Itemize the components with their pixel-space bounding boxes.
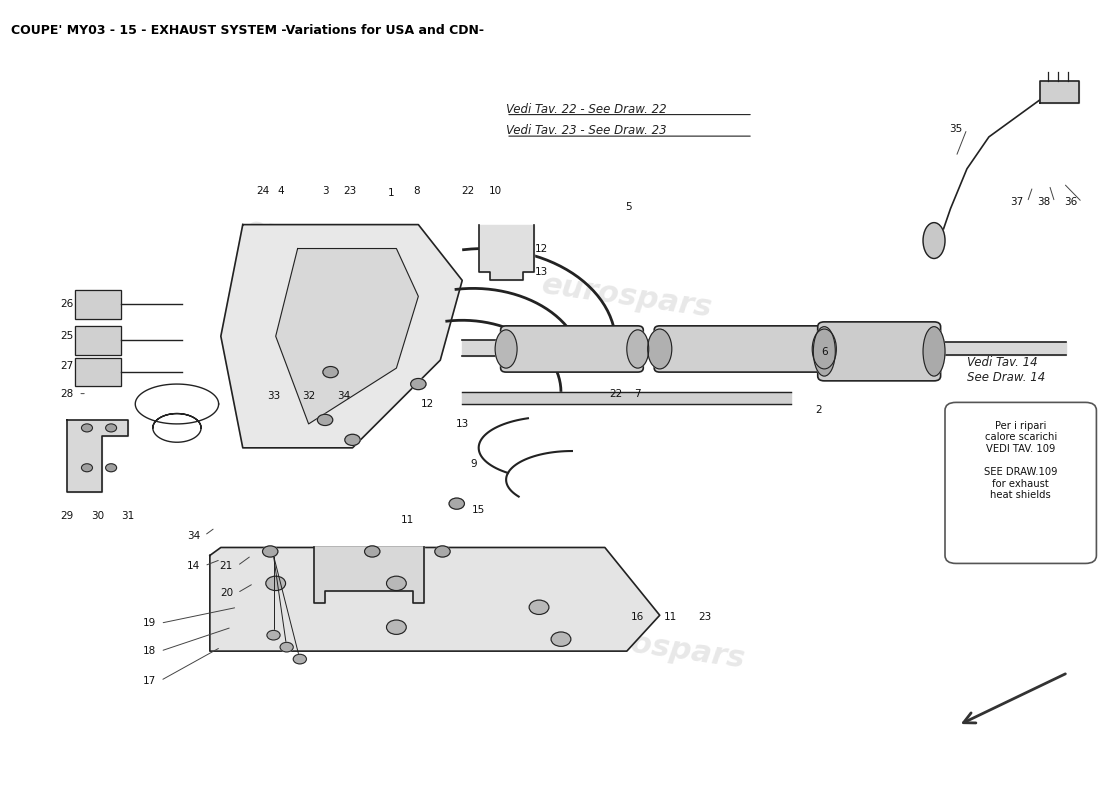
Text: 20: 20: [220, 588, 233, 598]
FancyBboxPatch shape: [945, 402, 1097, 563]
Bar: [75, 326, 121, 354]
Ellipse shape: [813, 326, 835, 376]
Circle shape: [266, 576, 286, 590]
Circle shape: [386, 620, 406, 634]
Circle shape: [318, 414, 332, 426]
Polygon shape: [221, 225, 462, 448]
Text: 25: 25: [60, 331, 74, 342]
Text: 35: 35: [949, 124, 962, 134]
Text: 8: 8: [412, 186, 419, 196]
Bar: [75, 326, 121, 354]
FancyBboxPatch shape: [500, 326, 644, 372]
Text: eurospars: eurospars: [243, 214, 418, 267]
Text: 12: 12: [535, 243, 548, 254]
Ellipse shape: [923, 222, 945, 258]
Text: 14: 14: [187, 561, 200, 571]
Text: 37: 37: [1010, 198, 1023, 207]
Bar: [75, 290, 121, 318]
FancyBboxPatch shape: [654, 326, 829, 372]
Ellipse shape: [627, 330, 649, 368]
Polygon shape: [315, 547, 424, 603]
Text: 38: 38: [1037, 198, 1050, 207]
Bar: [75, 358, 121, 386]
Text: 32: 32: [302, 391, 316, 401]
Circle shape: [551, 632, 571, 646]
Circle shape: [280, 642, 294, 652]
FancyBboxPatch shape: [817, 322, 940, 381]
Circle shape: [449, 498, 464, 510]
Circle shape: [294, 654, 307, 664]
Text: 2: 2: [815, 405, 822, 414]
Text: 27: 27: [60, 361, 74, 370]
Text: 33: 33: [267, 391, 280, 401]
Text: 28: 28: [60, 389, 74, 398]
Circle shape: [386, 576, 406, 590]
Text: 18: 18: [143, 646, 156, 656]
Ellipse shape: [648, 329, 672, 369]
Text: 15: 15: [472, 505, 485, 515]
Polygon shape: [1041, 81, 1079, 103]
Text: 11: 11: [400, 514, 414, 525]
Circle shape: [81, 424, 92, 432]
Text: Per i ripari
calore scarichi
VEDI TAV. 109

SEE DRAW.109
for exhaust
heat shield: Per i ripari calore scarichi VEDI TAV. 1…: [984, 421, 1057, 500]
Text: eurospars: eurospars: [540, 270, 714, 322]
Text: 12: 12: [420, 399, 433, 409]
Circle shape: [267, 630, 280, 640]
Circle shape: [364, 546, 380, 557]
Polygon shape: [67, 420, 128, 492]
Text: 17: 17: [143, 676, 156, 686]
Text: 19: 19: [143, 618, 156, 628]
Ellipse shape: [495, 330, 517, 368]
Text: 4: 4: [278, 186, 285, 196]
Circle shape: [529, 600, 549, 614]
Circle shape: [344, 434, 360, 446]
Text: 9: 9: [470, 458, 476, 469]
Text: 22: 22: [461, 186, 474, 196]
Text: 30: 30: [91, 510, 104, 521]
Circle shape: [410, 378, 426, 390]
Ellipse shape: [923, 326, 945, 376]
Text: 6: 6: [821, 347, 827, 357]
Text: 29: 29: [60, 510, 74, 521]
Text: Vedi Tav. 22 - See Draw. 22: Vedi Tav. 22 - See Draw. 22: [506, 102, 667, 115]
Text: COUPE' MY03 - 15 - EXHAUST SYSTEM -Variations for USA and CDN-: COUPE' MY03 - 15 - EXHAUST SYSTEM -Varia…: [11, 24, 484, 37]
Circle shape: [263, 546, 278, 557]
Text: Vedi Tav. 14
See Draw. 14: Vedi Tav. 14 See Draw. 14: [967, 356, 1045, 384]
Text: 36: 36: [1065, 198, 1078, 207]
Text: 16: 16: [631, 612, 645, 622]
Ellipse shape: [812, 329, 836, 369]
Text: 1: 1: [387, 188, 394, 198]
Text: 22: 22: [609, 389, 623, 398]
Bar: [75, 358, 121, 386]
Polygon shape: [478, 225, 534, 281]
Text: 31: 31: [121, 510, 134, 521]
Bar: [75, 290, 121, 318]
Text: eurospars: eurospars: [572, 621, 747, 674]
Text: 24: 24: [256, 186, 270, 196]
Text: 21: 21: [220, 561, 233, 571]
Polygon shape: [276, 249, 418, 424]
Circle shape: [106, 424, 117, 432]
Text: 3: 3: [322, 186, 329, 196]
Circle shape: [81, 464, 92, 472]
Text: 34: 34: [187, 530, 200, 541]
Polygon shape: [210, 547, 660, 651]
Text: 26: 26: [60, 299, 74, 310]
Text: 23: 23: [698, 612, 712, 622]
Text: 10: 10: [488, 186, 502, 196]
Text: 7: 7: [635, 389, 641, 398]
Text: 34: 34: [337, 391, 350, 401]
Circle shape: [106, 464, 117, 472]
Text: Vedi Tav. 23 - See Draw. 23: Vedi Tav. 23 - See Draw. 23: [506, 124, 667, 137]
Circle shape: [323, 366, 338, 378]
Text: 11: 11: [664, 612, 678, 622]
Circle shape: [434, 546, 450, 557]
Text: 23: 23: [343, 186, 356, 196]
Text: 5: 5: [626, 202, 632, 212]
Text: 13: 13: [535, 267, 548, 278]
Text: 13: 13: [455, 419, 469, 429]
